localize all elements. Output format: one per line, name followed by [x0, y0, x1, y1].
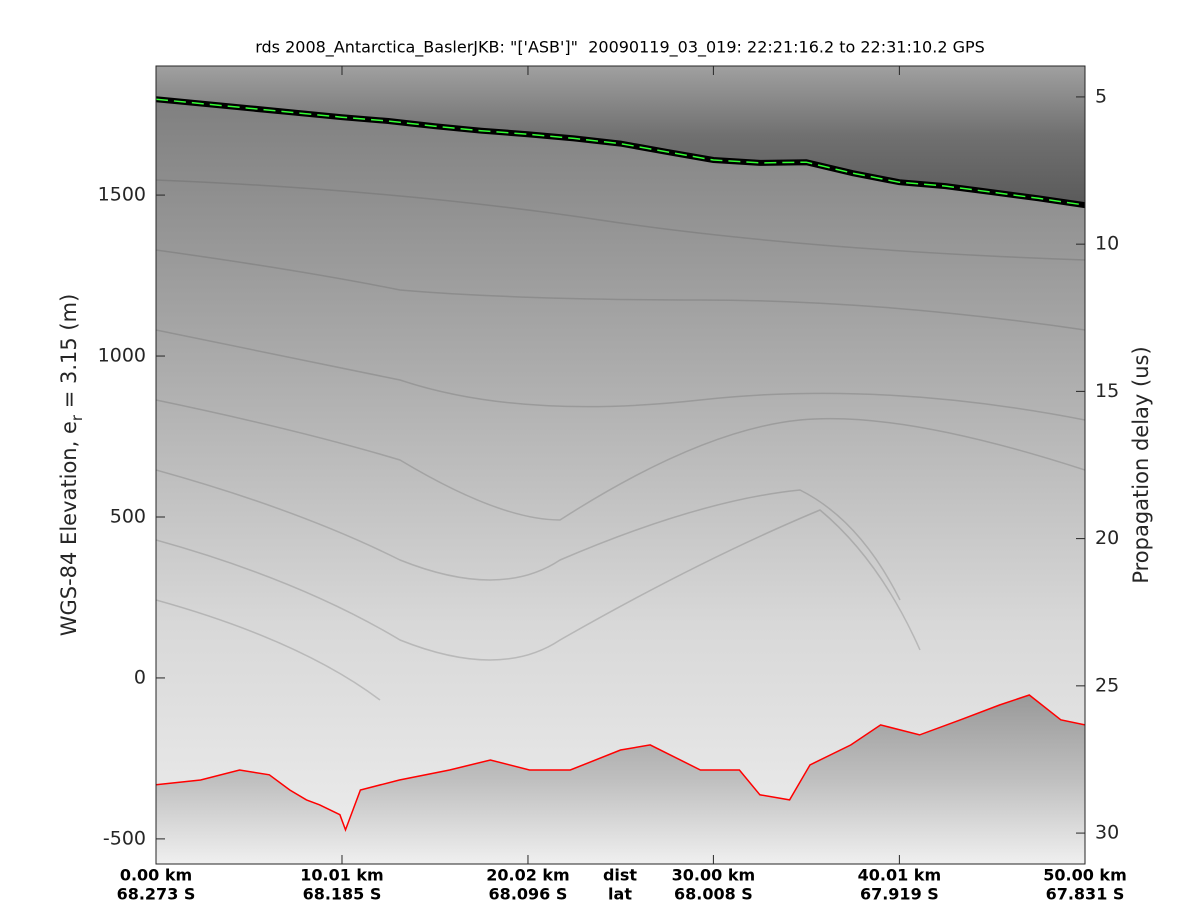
- x-tick-label: 10.01 km: [300, 866, 384, 885]
- y-tick-label: -500: [103, 827, 146, 849]
- y2-tick-label: 5: [1095, 85, 1107, 107]
- series-line: [156, 694, 1085, 833]
- x2-axis-label: lat: [608, 885, 632, 901]
- y2-tick-label: 30: [1095, 822, 1119, 844]
- y2-tick-label: 20: [1095, 527, 1119, 549]
- x-tick-label: 50.00 km: [1043, 866, 1127, 885]
- y2-axis-label: Propagation delay (us): [1129, 346, 1153, 583]
- y-tick-label: 0: [134, 666, 146, 688]
- y-label-main: WGS-84 Elevation, e: [57, 421, 81, 636]
- bed-region: [156, 695, 1085, 864]
- series-line: [156, 98, 1085, 206]
- y-label-tail: = 3.15 (m): [57, 294, 81, 415]
- y2-tick-label: 10: [1095, 233, 1119, 255]
- x-tick-lat-label: 67.831 S: [1046, 885, 1125, 901]
- x-tick-lat-label: 68.273 S: [117, 885, 196, 901]
- y-tick-label: 500: [110, 505, 146, 527]
- radargram: [156, 66, 1085, 864]
- internal-layers: [156, 179, 1085, 701]
- x-tick-lat-label: 68.185 S: [303, 885, 382, 901]
- x-tick-label: 30.00 km: [672, 866, 756, 885]
- chart-title: rds 2008_Antarctica_BaslerJKB: "['ASB']"…: [255, 38, 985, 58]
- x-tick-lat-label: 68.096 S: [489, 885, 568, 901]
- y-label-sub: r: [68, 414, 86, 421]
- y-tick-label: 1000: [98, 345, 146, 367]
- y2-tick-label: 25: [1095, 674, 1119, 696]
- y-tick-label: 1500: [98, 184, 146, 206]
- y2-tick-label: 15: [1095, 380, 1119, 402]
- plot-frame: [155, 65, 1086, 865]
- x-tick-lat-label: 67.919 S: [860, 885, 939, 901]
- x-axis-label: dist: [603, 866, 637, 885]
- x-tick-lat-label: 68.008 S: [674, 885, 753, 901]
- x-tick-label: 40.01 km: [858, 866, 942, 885]
- x-tick-label: 20.02 km: [486, 866, 570, 885]
- y-axis-label: WGS-84 Elevation, er = 3.15 (m): [57, 294, 86, 637]
- x-tick-label: 0.00 km: [120, 866, 192, 885]
